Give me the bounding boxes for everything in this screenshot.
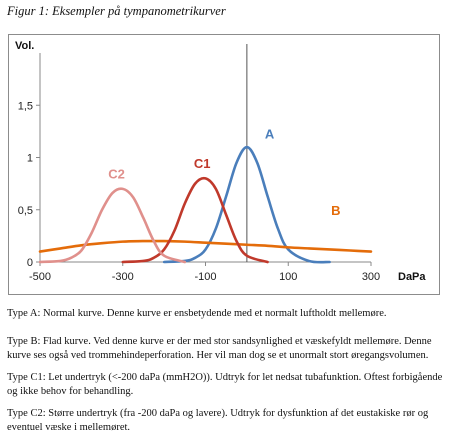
y-tick-label: 0,5 bbox=[18, 205, 33, 217]
y-tick-label: 0 bbox=[27, 257, 33, 269]
description-type-c1: Type C1: Let undertryk (<-200 daPa (mmH2… bbox=[7, 372, 443, 397]
tympanometry-chart: 0 0,5 1 1,5 -500 -300 -100 100 300 Vol. DaPa A B C1 C2 bbox=[15, 40, 426, 283]
description-type-a: Type A: Normal kurve. Denne kurve er ens… bbox=[7, 308, 387, 319]
description-type-c2: Type C2: Større undertryk (fra -200 daPa… bbox=[7, 408, 429, 433]
curve-label-b: B bbox=[331, 203, 340, 218]
series-line-c1 bbox=[121, 176, 269, 264]
series-line-c2 bbox=[38, 187, 187, 264]
curve-label-a: A bbox=[265, 127, 275, 142]
series-line-b bbox=[38, 239, 373, 253]
x-tick-label: 300 bbox=[362, 271, 380, 283]
y-tick-label: 1,5 bbox=[18, 100, 33, 112]
figure-caption: Figur 1: Eksempler på tympanometrikurver bbox=[7, 4, 226, 18]
curve-label-c1: C1 bbox=[194, 156, 211, 171]
description-type-b: Type B: Flad kurve. Ved denne kurve er d… bbox=[7, 336, 432, 361]
y-axis-title: Vol. bbox=[15, 40, 34, 52]
y-tick-label: 1 bbox=[27, 153, 33, 165]
x-tick-label: -500 bbox=[29, 271, 51, 283]
curve-label-c2: C2 bbox=[108, 166, 125, 181]
x-tick-label: -300 bbox=[112, 271, 134, 283]
x-tick-label: -100 bbox=[194, 271, 216, 283]
x-axis-title: DaPa bbox=[398, 271, 426, 283]
chart-frame: 0 0,5 1 1,5 -500 -300 -100 100 300 Vol. DaPa A B C1 C2 bbox=[8, 34, 440, 295]
x-tick-label: 100 bbox=[279, 271, 297, 283]
